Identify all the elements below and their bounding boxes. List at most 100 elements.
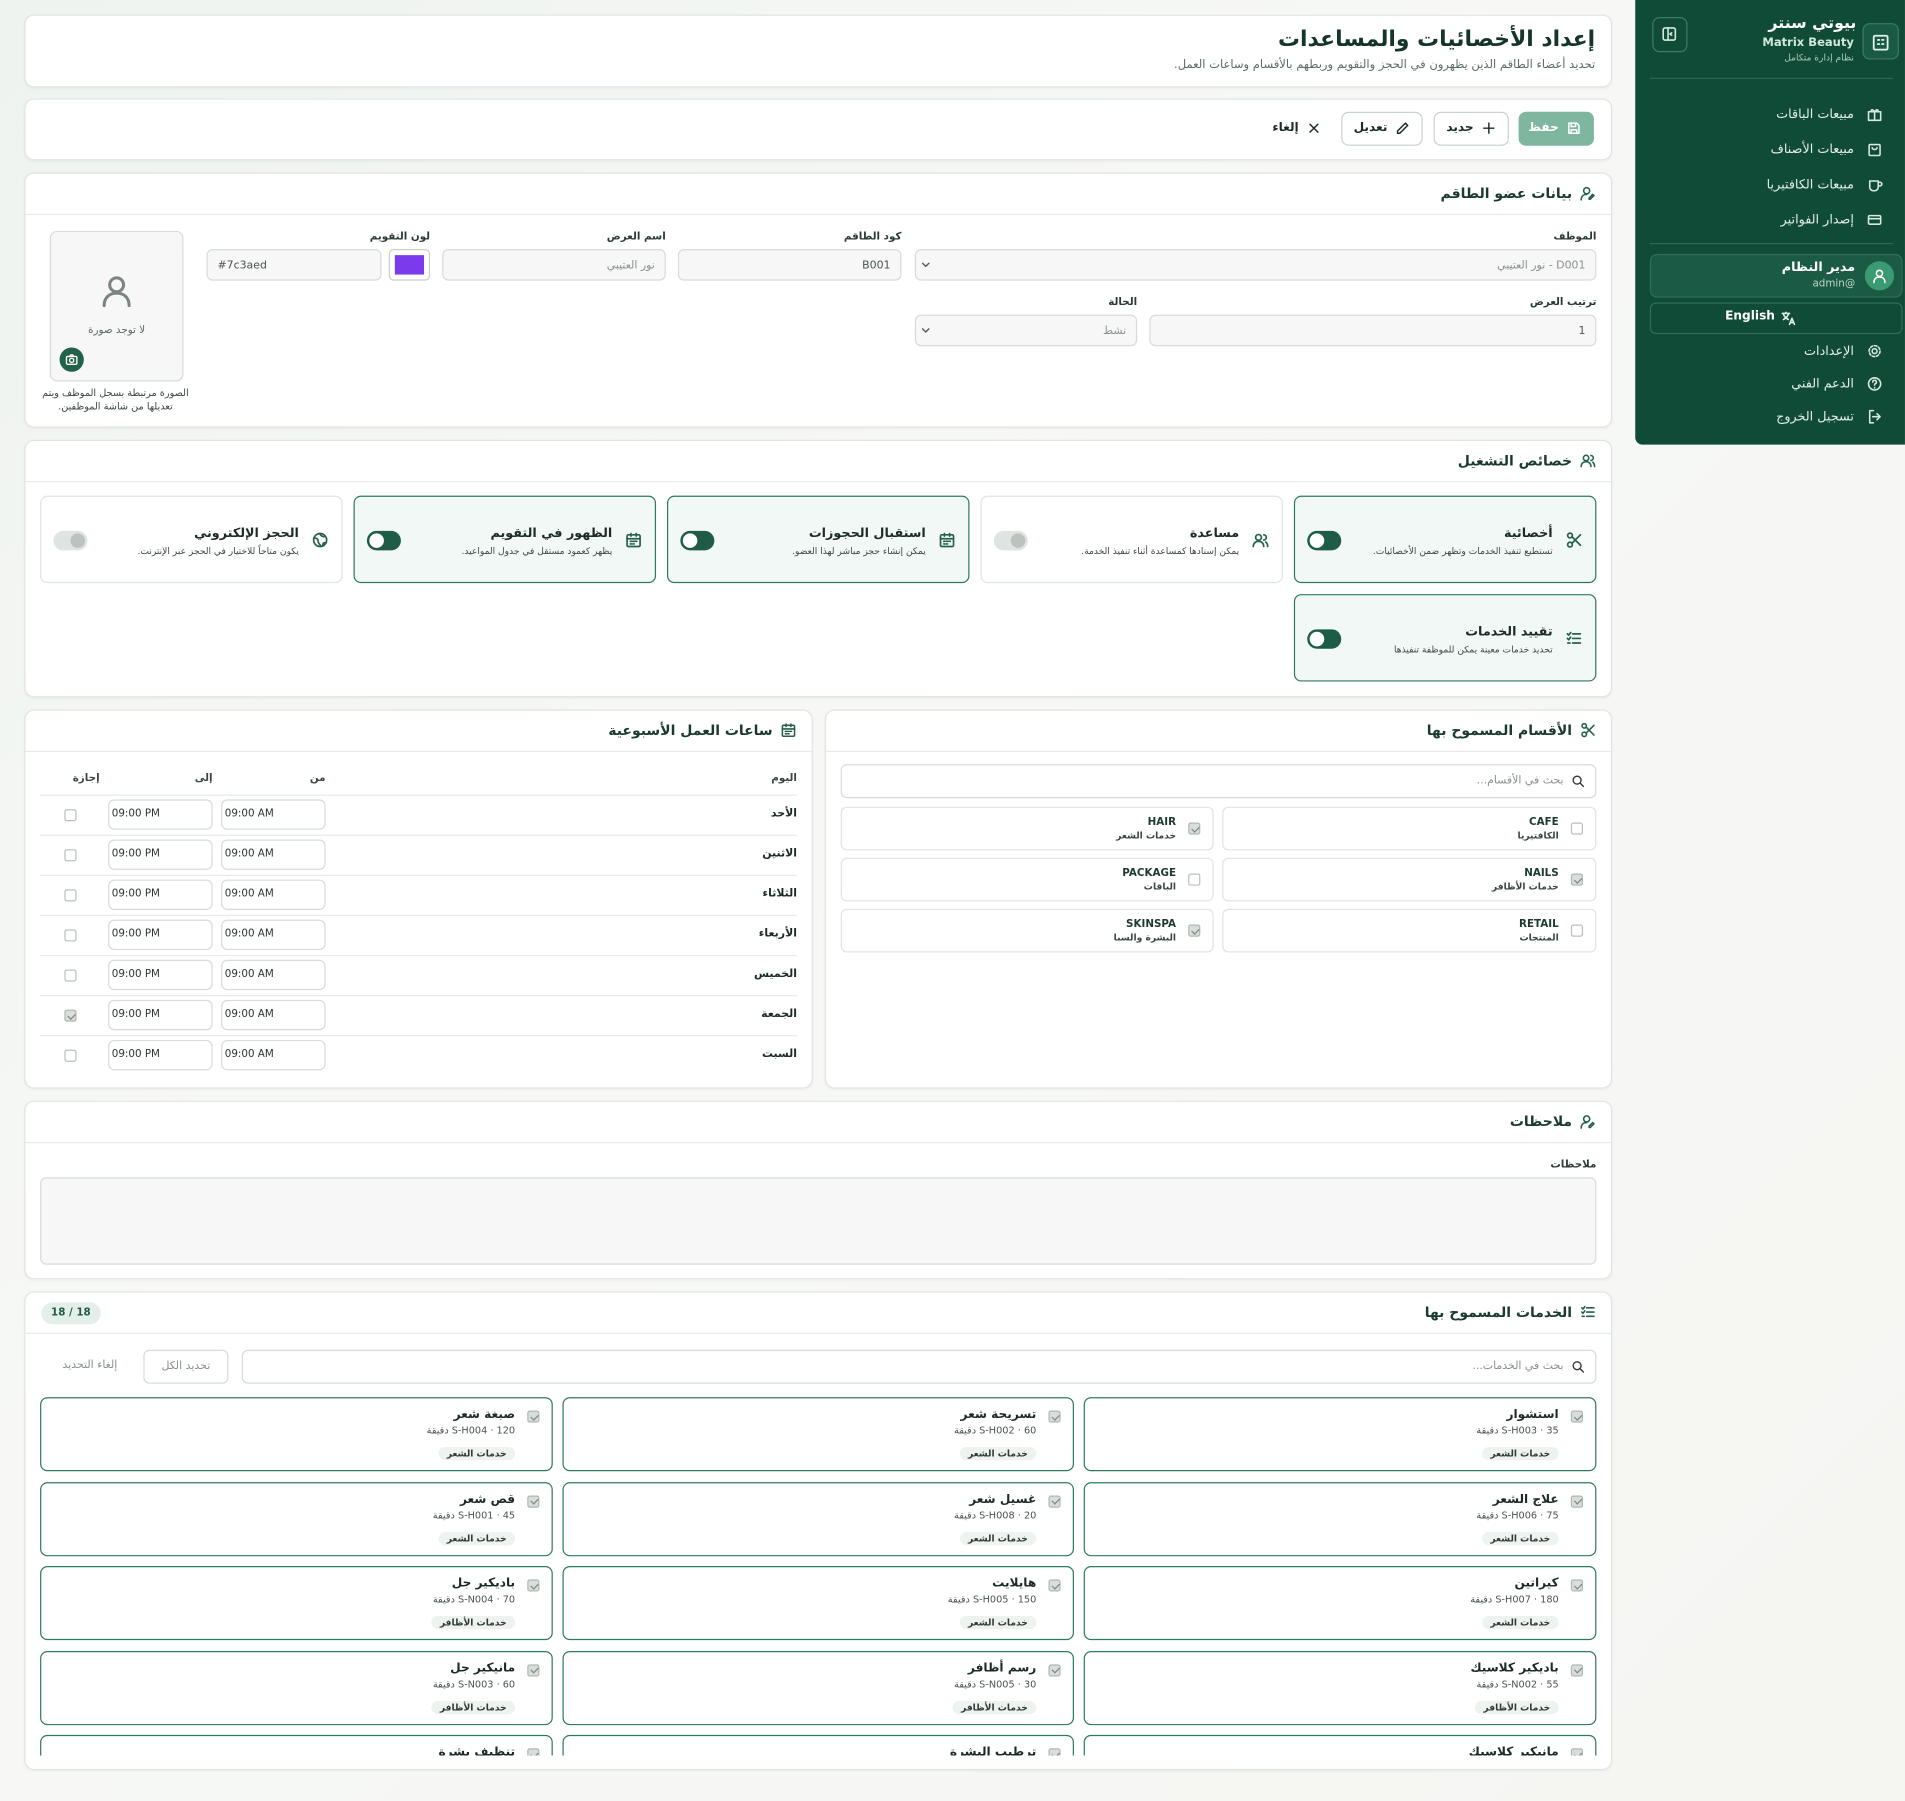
operation-option[interactable]: تقييد الخدمات تحديد خدمات معينة يمكن للمو… [1293, 594, 1597, 682]
photo-button[interactable] [59, 347, 84, 372]
checkbox[interactable] [527, 1663, 540, 1676]
checkbox[interactable] [1048, 1410, 1061, 1423]
checkbox[interactable] [1048, 1579, 1061, 1592]
checkbox[interactable] [1570, 822, 1584, 835]
service-option[interactable]: هايلايت S-H005 · 150 دقيقة خدمات الشعر [562, 1566, 1074, 1641]
menu-item[interactable]: تسجيل الخروج [1643, 403, 1898, 430]
clear-button[interactable]: إلغاء التحديد [62, 1359, 118, 1372]
time-input[interactable]: 09:00 PM [108, 879, 213, 910]
time-input[interactable]: 09:00 AM [221, 879, 326, 910]
checkbox[interactable] [1188, 873, 1201, 886]
language-button[interactable]: English [1649, 302, 1903, 335]
service-option[interactable]: قص شعر S-H001 · 45 دقيقة خدمات الشعر [40, 1481, 553, 1556]
service-search[interactable]: بحث في الخدمات... [241, 1349, 1597, 1384]
section-option[interactable]: HAIR خدمات الشعر [840, 806, 1214, 851]
service-option[interactable]: رسم أظافر S-N005 · 30 دقيقة خدمات الأظافر [562, 1650, 1074, 1725]
checkbox[interactable] [64, 1049, 77, 1062]
service-option[interactable]: مانيكير جل S-N003 · 60 دقيقة خدمات الأظافر [40, 1650, 553, 1725]
operation-option[interactable]: الظهور في التقويم يظهر كعمود مستقل في جدو… [353, 495, 657, 584]
service-option[interactable]: تنظيف بشرة [40, 1734, 553, 1756]
toggle[interactable] [680, 530, 715, 551]
section-option[interactable]: NAILS خدمات الأظافر [1222, 857, 1597, 902]
toggle[interactable] [366, 530, 401, 551]
service-option[interactable]: استشوار S-H003 · 35 دقيقة خدمات الشعر [1083, 1397, 1597, 1472]
checkbox[interactable] [1048, 1663, 1061, 1676]
checkbox[interactable] [1570, 924, 1584, 937]
time-input[interactable]: 09:00 PM [108, 999, 213, 1031]
service-option[interactable]: ترطيب البشرة [562, 1734, 1074, 1756]
operation-option[interactable]: مساعدة يمكن إسنادها كمساعدة أثناء تنفيذ ا… [980, 495, 1283, 584]
checkbox[interactable] [1188, 924, 1201, 937]
time-input[interactable]: 09:00 AM [221, 919, 326, 951]
time-input[interactable]: 09:00 AM [221, 799, 326, 830]
icon-save [1568, 122, 1580, 134]
time-input[interactable]: 09:00 AM [221, 959, 326, 991]
section-option[interactable]: CAFE الكافتيريا [1222, 806, 1597, 851]
service-option[interactable]: صبغة شعر S-H004 · 120 دقيقة خدمات الشعر [40, 1397, 553, 1472]
checkbox[interactable] [1570, 873, 1584, 886]
checkbox[interactable] [64, 929, 77, 942]
toggle[interactable] [53, 530, 88, 551]
time-input[interactable]: 09:00 PM [108, 839, 213, 870]
menu-item[interactable]: مبيعات الكافتيريا [1643, 170, 1898, 199]
toolbar-button[interactable]: جديد [1433, 111, 1509, 146]
toggle[interactable] [1307, 530, 1342, 551]
section-search[interactable]: بحث في الأقسام... [840, 764, 1597, 799]
notes-card: ملاحظات ملاحظات [24, 1100, 1613, 1280]
checkbox[interactable] [64, 849, 77, 862]
checkbox[interactable] [64, 889, 77, 902]
select-all-button[interactable]: تحديد الكل [143, 1349, 229, 1384]
service-option[interactable]: تسريحة شعر S-H002 · 60 دقيقة خدمات الشعر [562, 1397, 1074, 1472]
menu-item[interactable]: مبيعات الباقات [1643, 100, 1898, 129]
checkbox[interactable] [527, 1494, 540, 1508]
menu-item[interactable]: إصدار الفواتير [1643, 205, 1898, 234]
time-input[interactable]: 09:00 PM [108, 799, 213, 830]
checkbox[interactable] [64, 809, 77, 822]
toolbar-button[interactable]: إلغاء [1261, 112, 1334, 146]
menu-item[interactable]: مبيعات الأصناف [1643, 135, 1898, 164]
time-input[interactable]: 09:00 PM [108, 919, 213, 951]
checkbox[interactable] [64, 1009, 77, 1022]
employee-select[interactable]: D001 - نور العتيبي [914, 249, 1597, 281]
checkbox[interactable] [1048, 1748, 1061, 1756]
checkbox[interactable] [527, 1748, 540, 1756]
toggle[interactable] [1307, 629, 1342, 649]
time-input[interactable]: 09:00 AM [221, 1039, 326, 1071]
checkbox[interactable] [1570, 1410, 1584, 1423]
time-input[interactable]: 09:00 PM [108, 1039, 213, 1071]
operation-option[interactable]: أخصائية تستطيع تنفيذ الخدمات وتظهر ضمن ال… [1293, 495, 1597, 584]
checkbox[interactable] [1570, 1663, 1584, 1676]
service-option[interactable]: باديكير كلاسيك S-N002 · 55 دقيقة خدمات الأ… [1083, 1650, 1597, 1725]
toolbar-button[interactable]: حفظ [1518, 111, 1594, 146]
operation-option[interactable]: استقبال الحجوزات يمكن إنشاء حجز مباشر لهذ… [666, 495, 970, 584]
time-input[interactable]: 09:00 AM [221, 839, 326, 870]
checkbox[interactable] [1570, 1494, 1584, 1508]
checkbox[interactable] [1188, 822, 1201, 835]
checkbox[interactable] [1048, 1494, 1061, 1508]
checkbox[interactable] [527, 1410, 540, 1423]
service-option[interactable]: غسيل شعر S-H008 · 20 دقيقة خدمات الشعر [562, 1481, 1074, 1556]
service-option[interactable]: باديكير جل S-N004 · 70 دقيقة خدمات الأظافر [40, 1566, 553, 1641]
section-option[interactable]: SKINSPA البشرة والسبا [840, 908, 1214, 953]
collapse-button[interactable] [1652, 17, 1688, 53]
user-box[interactable]: مدير النظام @admin [1649, 253, 1903, 298]
notes-textarea[interactable] [40, 1177, 1597, 1265]
checkbox[interactable] [1570, 1579, 1584, 1592]
section-option[interactable]: RETAIL المنتجات [1222, 908, 1597, 953]
menu-item[interactable]: الإعدادات [1643, 338, 1898, 365]
service-option[interactable]: مانيكير كلاسيك [1083, 1734, 1597, 1756]
operation-option[interactable]: الحجز الإلكتروني يكون متاحاً للاختيار في … [40, 495, 343, 584]
status-select[interactable]: نشط [914, 314, 1138, 347]
time-input[interactable]: 09:00 AM [221, 999, 326, 1031]
checkbox[interactable] [1570, 1748, 1584, 1756]
service-option[interactable]: كيراتين S-H007 · 180 دقيقة خدمات الشعر [1083, 1566, 1597, 1641]
toolbar-button[interactable]: تعديل [1341, 111, 1423, 146]
checkbox[interactable] [527, 1579, 540, 1592]
toggle[interactable] [993, 530, 1028, 551]
service-option[interactable]: علاج الشعر S-H006 · 75 دقيقة خدمات الشعر [1083, 1481, 1597, 1556]
checkbox[interactable] [64, 969, 77, 982]
color-swatch[interactable] [388, 249, 431, 281]
section-option[interactable]: PACKAGE الباقات [840, 857, 1214, 902]
menu-item[interactable]: الدعم الفني [1643, 371, 1898, 398]
time-input[interactable]: 09:00 PM [108, 959, 213, 991]
